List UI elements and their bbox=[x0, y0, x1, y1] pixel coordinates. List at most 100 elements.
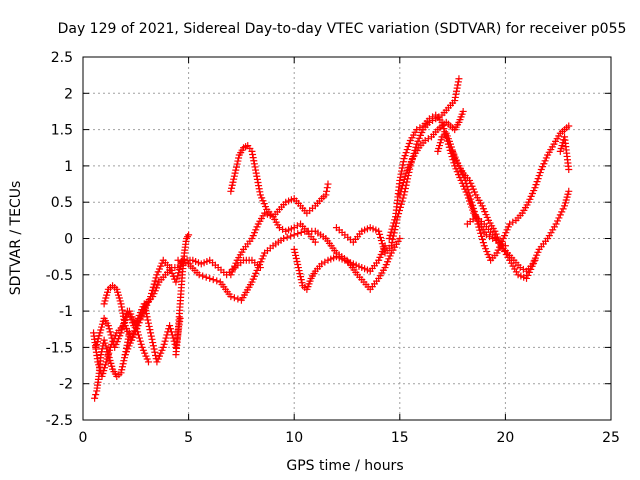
data-point bbox=[376, 230, 384, 238]
data-point bbox=[292, 251, 300, 259]
data-point bbox=[451, 97, 459, 105]
data-point bbox=[524, 271, 532, 279]
data-point bbox=[399, 158, 407, 166]
data-point bbox=[404, 143, 412, 151]
data-point bbox=[144, 358, 152, 366]
y-tick-label: -1 bbox=[59, 304, 73, 320]
data-point bbox=[150, 280, 158, 288]
data-point bbox=[152, 351, 160, 359]
data-point bbox=[119, 360, 127, 368]
data-point bbox=[121, 319, 129, 327]
data-point bbox=[291, 248, 299, 256]
data-point bbox=[144, 316, 152, 324]
series-sat-h bbox=[227, 142, 332, 221]
data-point bbox=[565, 122, 573, 130]
data-point bbox=[453, 87, 461, 95]
series-sat-k bbox=[322, 235, 404, 293]
data-point bbox=[202, 273, 210, 281]
data-point bbox=[553, 217, 561, 225]
data-point bbox=[390, 219, 398, 227]
data-point bbox=[525, 268, 533, 276]
data-point bbox=[144, 319, 152, 327]
data-point bbox=[531, 184, 539, 192]
data-point bbox=[166, 322, 174, 330]
data-point bbox=[385, 235, 393, 242]
data-point bbox=[294, 261, 302, 269]
data-point bbox=[565, 187, 573, 195]
x-axis-label: GPS time / hours bbox=[286, 458, 403, 474]
data-point bbox=[121, 354, 129, 362]
data-point bbox=[234, 157, 242, 165]
data-point bbox=[294, 230, 302, 238]
data-point bbox=[401, 152, 409, 160]
data-point bbox=[388, 239, 396, 247]
data-point bbox=[399, 161, 407, 169]
data-point bbox=[475, 223, 483, 231]
data-point bbox=[558, 208, 566, 216]
data-point bbox=[129, 330, 137, 338]
data-point bbox=[209, 276, 217, 284]
data-point bbox=[391, 216, 399, 224]
data-point bbox=[559, 205, 567, 213]
data-point bbox=[174, 272, 182, 280]
data-point bbox=[532, 181, 540, 189]
data-point bbox=[141, 303, 149, 311]
data-point bbox=[396, 173, 404, 181]
data-point bbox=[324, 180, 332, 188]
data-point bbox=[232, 166, 240, 174]
data-point bbox=[151, 277, 159, 285]
data-point bbox=[150, 345, 158, 353]
data-point bbox=[178, 257, 186, 265]
series-sat-b bbox=[90, 307, 152, 380]
data-point bbox=[403, 146, 411, 154]
data-point bbox=[249, 150, 257, 158]
data-point bbox=[140, 300, 148, 308]
data-point bbox=[389, 222, 397, 230]
data-point bbox=[389, 235, 397, 243]
data-point bbox=[118, 366, 126, 374]
data-point bbox=[149, 283, 157, 291]
data-point bbox=[396, 176, 404, 184]
data-point bbox=[386, 231, 394, 239]
data-point bbox=[135, 334, 143, 342]
data-point bbox=[466, 192, 474, 200]
y-tick-label: -0.5 bbox=[46, 268, 73, 284]
data-point bbox=[399, 178, 407, 186]
data-point bbox=[213, 277, 221, 285]
data-point bbox=[280, 235, 288, 242]
data-point bbox=[128, 336, 136, 344]
data-point bbox=[452, 90, 460, 98]
y-axis-label: SDTVAR / TECUs bbox=[8, 181, 24, 296]
data-point bbox=[474, 220, 482, 228]
data-point bbox=[142, 306, 150, 314]
chart-title: Day 129 of 2021, Sidereal Day-to-day VTE… bbox=[58, 21, 627, 37]
data-point bbox=[142, 310, 150, 318]
data-point bbox=[396, 235, 404, 242]
data-point bbox=[132, 321, 140, 329]
data-point bbox=[250, 160, 258, 168]
data-point bbox=[462, 180, 470, 188]
data-point bbox=[159, 343, 167, 351]
data-point bbox=[459, 107, 467, 115]
data-point bbox=[469, 204, 477, 212]
data-point bbox=[107, 331, 115, 339]
x-tick-label: 0 bbox=[79, 430, 88, 446]
data-point bbox=[290, 245, 298, 253]
data-point bbox=[398, 197, 406, 205]
data-point bbox=[533, 178, 541, 186]
data-point bbox=[535, 172, 543, 180]
data-point bbox=[378, 240, 386, 248]
data-point bbox=[387, 228, 395, 236]
data-point bbox=[174, 256, 182, 264]
data-point bbox=[161, 337, 169, 345]
data-point bbox=[388, 225, 396, 233]
y-tick-label: 1.5 bbox=[51, 123, 73, 139]
data-point bbox=[523, 274, 531, 282]
data-point bbox=[91, 394, 99, 402]
data-point bbox=[454, 78, 462, 86]
data-point bbox=[199, 272, 207, 280]
data-point bbox=[527, 265, 535, 273]
data-point bbox=[405, 140, 413, 148]
data-point bbox=[231, 169, 239, 177]
data-point bbox=[552, 220, 560, 228]
